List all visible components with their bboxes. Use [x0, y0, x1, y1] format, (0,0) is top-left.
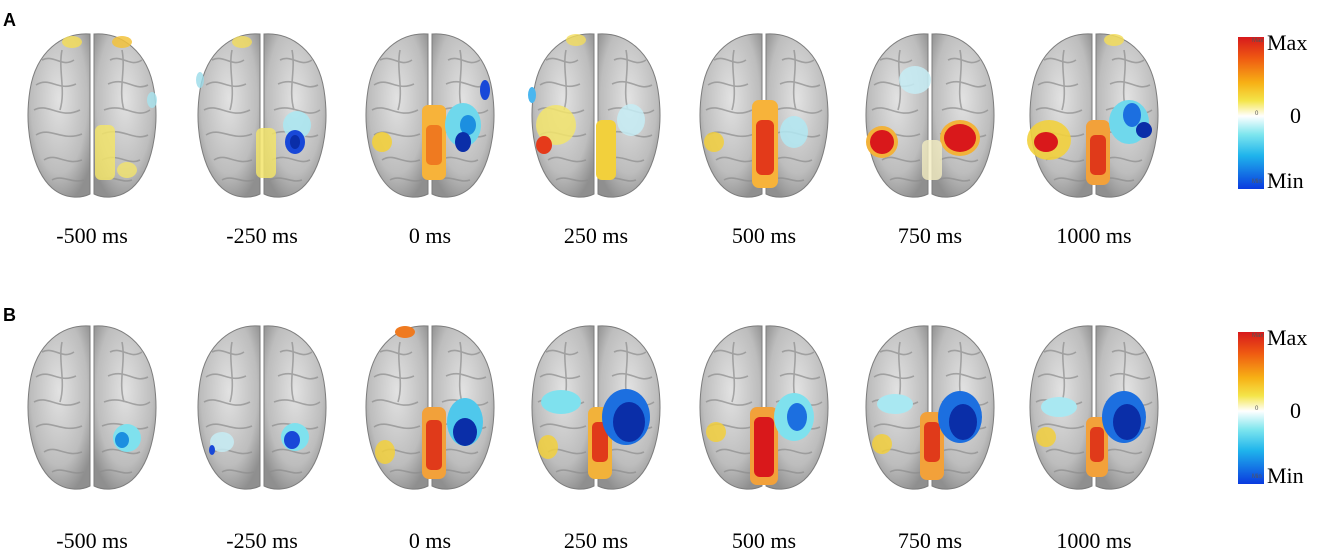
- brain-b-6: [865, 325, 995, 490]
- colorbar-a-zero-small: 0: [1255, 111, 1259, 117]
- brain-a-2: [196, 33, 327, 198]
- brain-a-3: [365, 33, 495, 198]
- colorbar-b-max-label: Max: [1267, 325, 1308, 350]
- time-label: 750 ms: [897, 528, 963, 553]
- colorbar-a-min-small: Min: [1252, 179, 1262, 185]
- time-label: -250 ms: [226, 223, 298, 248]
- time-label: 750 ms: [897, 223, 963, 248]
- time-label: 0 ms: [408, 528, 452, 553]
- brain-a-7: [1027, 33, 1159, 198]
- colorbar-a-min-label: Min: [1267, 168, 1304, 193]
- time-label: -500 ms: [56, 223, 128, 248]
- time-label: 1000 ms: [1056, 223, 1132, 248]
- colorbar-b-max-small: Max: [1252, 333, 1264, 339]
- time-label: 0 ms: [408, 223, 452, 248]
- time-label: 500 ms: [731, 223, 797, 248]
- brain-a-4: [528, 33, 661, 198]
- time-label: -250 ms: [226, 528, 298, 553]
- brain-b-4: [531, 325, 661, 490]
- colorbar-b-zero-label: 0: [1290, 398, 1301, 423]
- brain-b-7: [1029, 325, 1159, 490]
- colorbar-b-min-label: Min: [1267, 463, 1304, 488]
- colorbar-b-zero-small: 0: [1255, 406, 1259, 412]
- time-label: 250 ms: [563, 223, 629, 248]
- brain-b-1: [27, 325, 157, 490]
- colorbar-a: [1238, 37, 1264, 189]
- brain-b-5: [699, 325, 829, 490]
- colorbar-a-max-small: Max: [1252, 38, 1264, 44]
- panel-b-label: B: [3, 305, 16, 325]
- colorbar-a-zero-label: 0: [1290, 103, 1301, 128]
- brain-a-5: [699, 33, 829, 198]
- time-label: -500 ms: [56, 528, 128, 553]
- brain-b-3: [365, 325, 495, 490]
- time-label: 250 ms: [563, 528, 629, 553]
- colorbar-a-max-label: Max: [1267, 30, 1308, 55]
- brain-a-6: [865, 33, 995, 198]
- time-label: 500 ms: [731, 528, 797, 553]
- colorbar-b-min-small: Min: [1252, 474, 1262, 480]
- colorbar-b: [1238, 332, 1264, 484]
- brain-b-2: [197, 325, 327, 490]
- panel-a-label: A: [3, 10, 16, 30]
- time-label: 1000 ms: [1056, 528, 1132, 553]
- brain-a-1: [27, 33, 157, 198]
